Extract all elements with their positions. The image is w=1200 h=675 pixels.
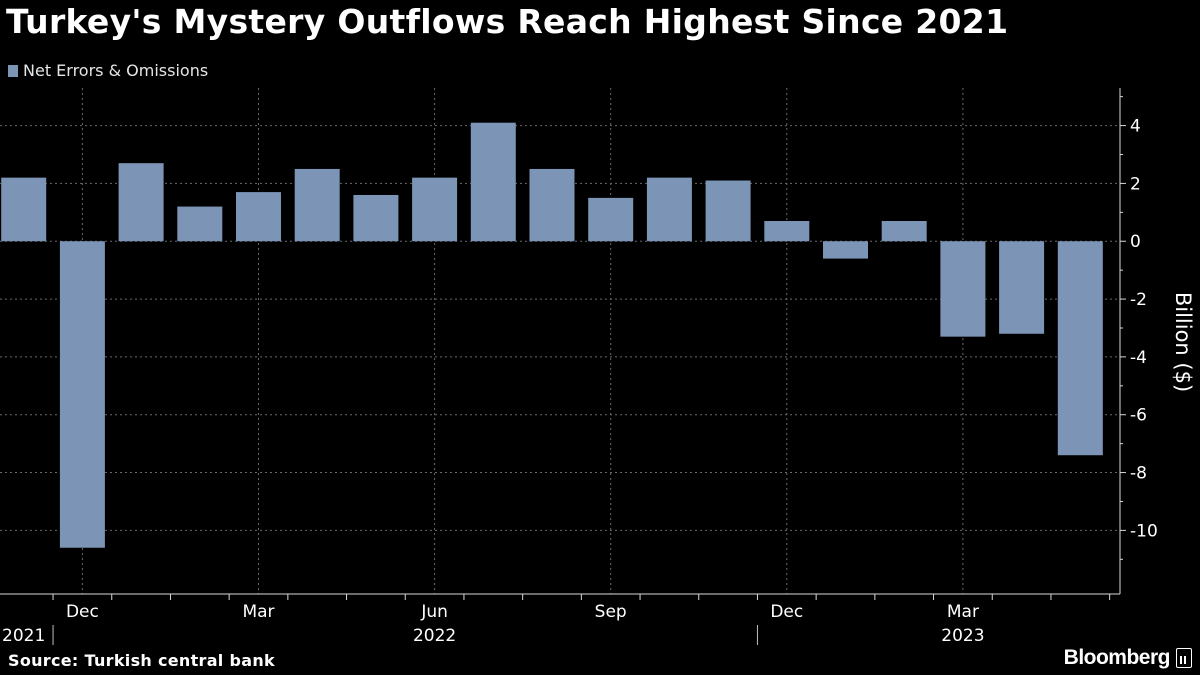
bar-jul-2022 <box>470 122 516 242</box>
x-year-label: 2023 <box>941 626 984 646</box>
bar-mar-2023 <box>940 241 986 337</box>
bar-dec-2021 <box>59 241 105 548</box>
x-month-label: Mar <box>242 602 274 622</box>
bar-dec-2022 <box>764 221 810 242</box>
x-year-label: 2021 <box>2 626 45 646</box>
bar-aug-2022 <box>529 168 575 242</box>
bar-jan-2023 <box>823 241 868 259</box>
bar-nov-2022 <box>705 180 751 242</box>
bar-jun-2022 <box>412 177 458 242</box>
bar-mar-2022 <box>236 192 281 242</box>
y-tick-label: -10 <box>1130 521 1158 541</box>
bar-may-2022 <box>353 194 399 242</box>
bar-sep-2022 <box>588 197 634 242</box>
x-year-label: 2022 <box>413 626 456 646</box>
x-month-label: Sep <box>595 602 627 622</box>
x-month-label: Jun <box>420 602 448 622</box>
chart-title: Turkey's Mystery Outflows Reach Highest … <box>6 2 1009 41</box>
y-tick-label: -4 <box>1130 348 1147 368</box>
y-axis-title: Billion ($) <box>1171 292 1195 392</box>
bar-oct-2022 <box>646 177 692 242</box>
bloomberg-logo: Bloomberg <box>1064 646 1192 670</box>
bar-nov-2021 <box>1 177 47 242</box>
bar-jan-2022 <box>118 163 164 242</box>
y-tick-label: 2 <box>1130 174 1141 194</box>
x-month-label: Dec <box>66 602 99 622</box>
legend-label: Net Errors & Omissions <box>23 61 209 80</box>
x-month-label: Mar <box>947 602 979 622</box>
y-tick-label: -6 <box>1130 406 1147 426</box>
legend: Net Errors & Omissions <box>8 61 208 80</box>
source-note: Source: Turkish central bank <box>8 651 275 670</box>
y-tick-label: -8 <box>1130 464 1147 484</box>
bar-may-2023 <box>1057 241 1103 456</box>
bar-feb-2023 <box>881 221 927 242</box>
brand-name: Bloomberg <box>1063 646 1171 669</box>
bar-apr-2023 <box>999 241 1045 334</box>
bar-feb-2022 <box>177 206 223 242</box>
y-tick-label: 4 <box>1130 117 1141 137</box>
legend-swatch <box>8 64 18 77</box>
bar-apr-2022 <box>294 168 340 242</box>
bar-chart-icon <box>1176 648 1192 668</box>
x-month-label: Dec <box>770 602 803 622</box>
y-tick-label: -2 <box>1130 290 1147 310</box>
y-tick-label: 0 <box>1130 232 1141 252</box>
